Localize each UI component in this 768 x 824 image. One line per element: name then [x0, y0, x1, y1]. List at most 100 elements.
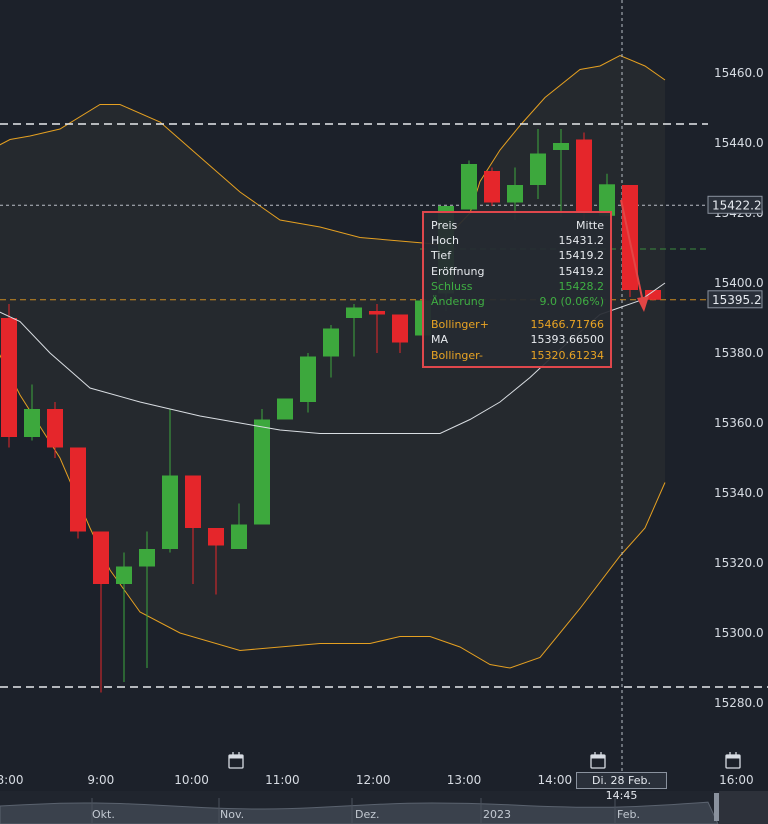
tooltip-aenderung-label: Änderung — [431, 295, 485, 309]
x-tick-label: 12:00 — [356, 773, 391, 787]
candle-body[interactable] — [576, 139, 592, 214]
calendar-icon[interactable] — [725, 752, 741, 769]
tooltip-bollinger-plus-value: 15466.71766 — [530, 318, 604, 332]
candle[interactable] — [369, 304, 385, 353]
candle-body[interactable] — [323, 328, 339, 357]
candle[interactable] — [116, 552, 132, 683]
navigator-layer[interactable]: Okt. Nov. Dez. 2023 Feb. — [0, 791, 768, 824]
candle[interactable] — [231, 503, 247, 550]
y-tick-label: 15460.0 — [714, 66, 764, 80]
annotation-arrow-head — [637, 296, 649, 312]
calendar-icon[interactable] — [228, 752, 244, 769]
candle-body[interactable] — [645, 290, 661, 300]
y-tick-label: 15380.0 — [714, 346, 764, 360]
candle-body[interactable] — [208, 528, 224, 546]
tooltip-eroeffnung-label: Eröffnung — [431, 264, 485, 278]
candle[interactable] — [576, 132, 592, 221]
x-tick-label: 9:00 — [87, 773, 114, 787]
candle[interactable] — [70, 447, 86, 539]
candle[interactable] — [93, 531, 109, 693]
y-tick-label: 15400.0 — [714, 276, 764, 290]
navigator-series — [0, 801, 719, 824]
annotation-arrow-line — [620, 199, 644, 303]
y-tick-label: 15300.0 — [714, 626, 764, 640]
y-tick-label: 15440.0 — [714, 136, 764, 150]
navigator-label: Okt. — [92, 808, 115, 821]
axis-layer: 15460.015440.015420.015400.015380.015360… — [0, 66, 764, 787]
candle-body[interactable] — [346, 307, 362, 319]
candle[interactable] — [461, 160, 477, 210]
candle[interactable] — [530, 129, 546, 199]
candle-body[interactable] — [93, 531, 109, 585]
navigator-handle[interactable] — [714, 793, 719, 821]
candle[interactable] — [392, 314, 408, 354]
candle[interactable] — [300, 353, 316, 413]
candle[interactable] — [484, 167, 500, 207]
navigator-label: Dez. — [355, 808, 380, 821]
navigator-label: Nov. — [220, 808, 244, 821]
candle-body[interactable] — [599, 184, 615, 216]
candle[interactable] — [346, 304, 362, 357]
tooltip-tief-label: Tief — [431, 249, 452, 263]
candle[interactable] — [185, 475, 201, 585]
candle[interactable] — [139, 531, 155, 669]
tooltip-hoch-value: 15431.2 — [558, 234, 605, 248]
candle[interactable] — [323, 325, 339, 378]
candle-body[interactable] — [24, 409, 40, 437]
svg-text:15422.2: 15422.2 — [712, 198, 762, 212]
candle-body[interactable] — [254, 419, 270, 525]
candle-body[interactable] — [185, 475, 201, 529]
x-tick-label: 16:00 — [719, 773, 754, 787]
crosshair-price-tag: 15422.2 — [707, 195, 763, 214]
bollinger-upper-line — [0, 54, 666, 246]
candle[interactable] — [24, 384, 40, 441]
crosshair-date-badge: Di. 28 Feb. 14:45 — [576, 772, 667, 802]
x-tick-label: 13:00 — [447, 773, 482, 787]
candle[interactable] — [553, 129, 569, 217]
candle[interactable] — [277, 398, 293, 420]
tooltip-preis-label: Preis — [431, 219, 458, 232]
candle[interactable] — [47, 402, 63, 458]
y-tick-label: 15320.0 — [714, 556, 764, 570]
candle-body[interactable] — [530, 153, 546, 186]
x-tick-label: 8:00 — [0, 773, 23, 787]
candle-body[interactable] — [277, 398, 293, 420]
candle-body[interactable] — [507, 185, 523, 203]
tooltip-bollinger-minus-label: Bollinger- — [431, 348, 483, 362]
x-tick-label: 11:00 — [265, 773, 300, 787]
tooltip-schluss-label: Schluss — [431, 279, 473, 293]
candle-body[interactable] — [162, 475, 178, 550]
candle-body[interactable] — [139, 549, 155, 567]
tooltip-bollinger-minus-value: 15320.61234 — [530, 348, 604, 362]
candle[interactable] — [599, 173, 615, 216]
candle-body[interactable] — [369, 311, 385, 315]
tooltip-ma-label: MA — [431, 333, 449, 347]
tooltip-aenderung-value: 9.0 (0.06%) — [539, 295, 604, 309]
candle-body[interactable] — [47, 409, 63, 448]
candle[interactable] — [162, 409, 178, 553]
navigator-selection[interactable] — [719, 791, 768, 824]
candle[interactable] — [254, 409, 270, 525]
candle-body[interactable] — [300, 356, 316, 403]
candle-body[interactable] — [116, 566, 132, 585]
candle[interactable] — [208, 528, 224, 595]
y-tick-label: 15280.0 — [714, 696, 764, 710]
tooltip-preis-value: Mitte — [576, 219, 604, 232]
tooltip-hoch-label: Hoch — [431, 234, 460, 248]
candle-body[interactable] — [70, 447, 86, 532]
y-tick-label: 15360.0 — [714, 416, 764, 430]
candle-body[interactable] — [484, 171, 500, 203]
navigator-label: 2023 — [483, 808, 511, 821]
candle-body[interactable] — [553, 143, 569, 150]
calendar-icon[interactable] — [590, 752, 606, 769]
candle-body[interactable] — [231, 524, 247, 550]
candle-body[interactable] — [392, 314, 408, 343]
candle-body[interactable] — [461, 164, 477, 210]
candle[interactable] — [1, 304, 17, 448]
price-tooltip: Preis Mitte Hoch 15431.2 Tief 15419.2 Eröff… — [422, 211, 612, 368]
tooltip-eroeffnung-value: 15419.2 — [558, 264, 605, 278]
candle-body[interactable] — [1, 318, 17, 437]
tooltip-tief-value: 15419.2 — [558, 249, 605, 263]
tooltip-ma-value: 15393.66500 — [530, 333, 604, 347]
